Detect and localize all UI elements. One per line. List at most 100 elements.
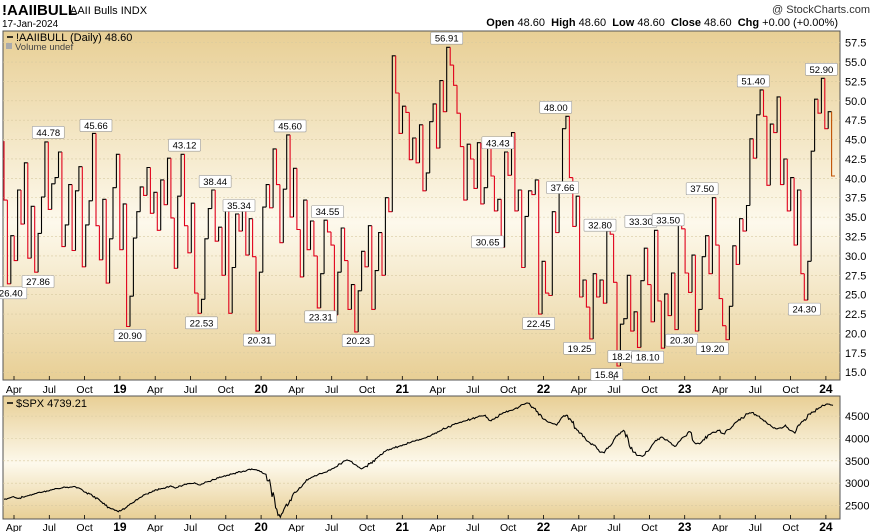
series-step	[742, 218, 747, 232]
series-step	[316, 255, 321, 309]
value-callout-box	[168, 138, 201, 152]
series-step	[272, 148, 277, 208]
main-plot-area	[2, 30, 841, 381]
series-step	[37, 232, 42, 273]
series-step	[68, 184, 73, 225]
value-callout-label: 20.23	[346, 336, 370, 347]
x-tick-label: 23	[678, 520, 692, 532]
series-step	[51, 183, 56, 210]
series-step	[790, 177, 795, 211]
close-label: Close	[671, 17, 701, 29]
series-step	[275, 148, 280, 186]
value-callout-label: 15.84	[595, 370, 619, 381]
x-tick-label: Oct	[782, 384, 798, 396]
series-step	[691, 254, 696, 293]
series-step	[538, 179, 543, 315]
value-callout-label: 23.31	[309, 312, 333, 323]
series-step	[684, 228, 689, 274]
series-step	[442, 80, 447, 113]
series-step	[613, 234, 617, 283]
x-tick-label: Apr	[429, 522, 446, 532]
value-callout-label: 33.50	[656, 215, 680, 226]
series-step	[180, 153, 185, 197]
series-step	[561, 128, 566, 189]
value-callout-box	[685, 182, 719, 196]
series-step	[674, 273, 679, 331]
x-tick-label: Jul	[466, 384, 479, 396]
x-tick-label: Jul	[43, 522, 56, 532]
value-callout-label: 19.25	[568, 344, 592, 355]
series-step	[773, 124, 778, 134]
series-step	[827, 111, 832, 129]
value-callout-label: 32.80	[588, 221, 612, 232]
x-tick-label: Jul	[43, 384, 56, 396]
x-tick-label: 22	[537, 382, 551, 396]
series-step	[425, 172, 430, 191]
series-step	[61, 152, 66, 248]
series-step	[527, 190, 532, 217]
series-step	[299, 229, 304, 278]
value-callout-label: 45.66	[84, 121, 108, 132]
main-y-tick-label: 15.0	[845, 367, 866, 379]
series-step	[650, 284, 655, 323]
series-step	[160, 179, 165, 231]
series-step	[344, 228, 348, 262]
series-step	[776, 96, 781, 133]
series-step	[115, 153, 120, 188]
series-step	[579, 196, 583, 298]
series-step	[796, 189, 801, 246]
series-step	[466, 143, 471, 201]
value-callout-label: 48.00	[544, 103, 568, 114]
series-step	[354, 284, 359, 333]
series-step	[817, 99, 822, 114]
series-step	[824, 78, 829, 130]
value-callout-label: 44.78	[36, 128, 60, 139]
series-step	[752, 138, 757, 159]
main-y-tick-label: 17.5	[845, 348, 866, 360]
series-step	[694, 255, 699, 332]
x-tick-label: Oct	[782, 522, 798, 532]
value-callout-label: 33.30	[629, 217, 653, 228]
series-step	[350, 284, 355, 310]
x-tick-label: Oct	[76, 384, 92, 396]
series-step	[534, 179, 539, 195]
series-step	[98, 225, 103, 261]
series-step	[592, 273, 597, 339]
series-step	[793, 177, 798, 246]
series-step	[194, 203, 199, 294]
series-step	[388, 197, 393, 213]
description-name: AAII Bulls	[70, 5, 118, 17]
x-tick-label: Apr	[429, 384, 446, 396]
series-step	[323, 219, 328, 274]
x-tick-label: 21	[396, 382, 410, 396]
main-y-tick-label: 37.5	[845, 193, 866, 205]
series-step	[139, 186, 144, 212]
series-step	[296, 168, 301, 231]
value-callout-box	[198, 175, 232, 188]
main-y-tick-label: 27.5	[845, 270, 866, 282]
value-callout-label: 18.10	[636, 353, 660, 364]
spx-y-tick-label: 4500	[845, 411, 869, 423]
aaii-bulls-series	[3, 46, 835, 367]
spx-y-tick-label: 2500	[845, 501, 869, 513]
value-callout-label: 27.86	[26, 277, 50, 288]
main-y-tick-label: 50.0	[845, 96, 866, 108]
x-tick-label: 19	[113, 520, 127, 532]
volume-swatch	[6, 43, 12, 49]
value-callout-box	[21, 275, 55, 288]
series-step	[555, 211, 560, 234]
series-step	[395, 55, 400, 94]
series-step	[762, 89, 767, 117]
main-y-tick-label: 47.5	[845, 115, 866, 127]
series-step	[3, 141, 8, 201]
series-step	[112, 187, 117, 239]
series-step	[470, 144, 474, 160]
series-step	[670, 272, 675, 316]
value-callout-label: 45.60	[278, 121, 302, 132]
value-callout-box	[805, 63, 838, 76]
series-step	[483, 187, 488, 204]
series-step	[510, 132, 515, 176]
value-callout-box	[243, 333, 276, 347]
series-step	[64, 224, 69, 247]
series-step	[435, 103, 440, 149]
